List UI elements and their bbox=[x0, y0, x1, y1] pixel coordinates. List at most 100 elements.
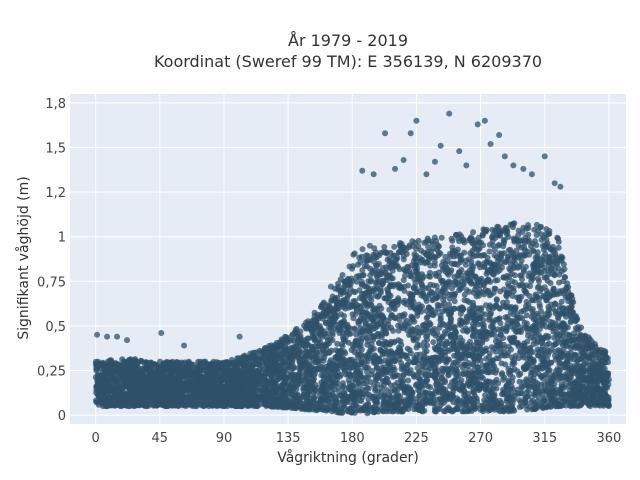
data-point bbox=[445, 347, 452, 354]
data-point bbox=[517, 349, 524, 356]
data-point bbox=[546, 340, 553, 347]
data-point bbox=[523, 376, 530, 383]
data-point bbox=[530, 391, 537, 398]
data-point bbox=[370, 306, 376, 313]
data-point bbox=[352, 326, 359, 333]
data-point bbox=[341, 283, 348, 290]
data-point bbox=[486, 350, 493, 357]
data-point bbox=[495, 343, 502, 350]
data-point bbox=[256, 361, 263, 368]
data-point bbox=[390, 339, 397, 346]
data-point bbox=[335, 286, 341, 293]
data-point bbox=[573, 317, 580, 324]
data-point bbox=[553, 310, 559, 317]
data-point bbox=[534, 293, 541, 300]
data-point bbox=[480, 321, 487, 328]
data-point bbox=[500, 376, 507, 383]
data-point bbox=[579, 356, 586, 363]
data-point bbox=[479, 362, 486, 369]
data-point bbox=[349, 311, 356, 318]
data-point bbox=[508, 270, 515, 277]
data-point bbox=[386, 408, 393, 415]
data-point bbox=[327, 364, 334, 371]
data-point bbox=[359, 309, 366, 316]
data-point bbox=[356, 343, 363, 350]
data-point bbox=[190, 361, 197, 368]
data-point bbox=[592, 343, 599, 350]
data-point bbox=[381, 244, 388, 250]
data-point bbox=[291, 404, 298, 411]
data-point bbox=[400, 253, 407, 260]
data-point bbox=[415, 360, 422, 367]
data-point bbox=[561, 384, 568, 391]
data-point bbox=[559, 310, 566, 317]
title-line-2: Koordinat (Sweref 99 TM): E 356139, N 62… bbox=[154, 52, 542, 71]
data-point bbox=[501, 345, 508, 351]
data-point bbox=[451, 298, 458, 305]
data-point bbox=[347, 399, 353, 406]
data-point bbox=[466, 288, 473, 295]
data-point bbox=[425, 304, 432, 311]
data-point bbox=[366, 350, 373, 356]
data-point bbox=[554, 334, 561, 341]
data-point bbox=[447, 269, 454, 276]
data-point bbox=[509, 400, 516, 407]
data-point bbox=[438, 234, 445, 241]
data-point bbox=[470, 289, 477, 296]
data-point bbox=[444, 280, 450, 287]
data-point bbox=[391, 407, 398, 414]
data-point bbox=[379, 407, 386, 414]
data-point bbox=[423, 251, 430, 258]
data-point bbox=[495, 407, 502, 414]
data-point bbox=[536, 278, 542, 285]
data-point bbox=[356, 274, 362, 281]
data-point bbox=[533, 366, 540, 372]
data-point bbox=[366, 289, 373, 296]
data-point bbox=[362, 333, 369, 340]
data-point bbox=[384, 256, 391, 263]
data-point bbox=[347, 371, 354, 378]
data-point bbox=[295, 335, 302, 342]
data-point bbox=[391, 243, 398, 250]
data-point bbox=[526, 270, 533, 277]
data-point bbox=[562, 274, 568, 281]
data-point bbox=[494, 316, 501, 323]
data-point bbox=[516, 404, 523, 410]
data-point bbox=[272, 369, 279, 376]
data-point bbox=[319, 406, 326, 413]
data-point bbox=[288, 337, 294, 344]
data-point bbox=[535, 312, 542, 319]
data-point bbox=[491, 252, 498, 259]
data-point bbox=[383, 387, 390, 394]
data-point bbox=[372, 292, 379, 299]
data-point bbox=[555, 244, 562, 251]
data-point bbox=[546, 367, 553, 374]
data-point bbox=[532, 269, 538, 276]
data-point bbox=[404, 327, 411, 334]
data-point bbox=[501, 286, 507, 293]
data-point bbox=[522, 263, 529, 270]
data-point bbox=[382, 357, 388, 364]
data-point bbox=[465, 275, 472, 282]
data-point bbox=[525, 225, 532, 231]
data-point bbox=[355, 318, 362, 325]
data-point bbox=[399, 408, 406, 415]
data-point bbox=[519, 315, 526, 322]
data-point bbox=[439, 333, 446, 340]
data-point bbox=[369, 393, 376, 400]
data-point bbox=[502, 314, 509, 321]
data-point bbox=[359, 267, 366, 274]
data-point bbox=[406, 242, 413, 249]
data-point bbox=[507, 367, 514, 374]
data-point bbox=[347, 304, 354, 310]
data-point bbox=[385, 299, 392, 306]
data-point bbox=[418, 247, 424, 254]
data-point bbox=[442, 253, 449, 260]
chart-title: År 1979 - 2019 Koordinat (Sweref 99 TM):… bbox=[154, 31, 542, 71]
data-point bbox=[424, 314, 431, 321]
data-point bbox=[482, 311, 489, 318]
data-point bbox=[456, 287, 463, 294]
data-point bbox=[538, 308, 545, 315]
data-point bbox=[448, 235, 455, 242]
